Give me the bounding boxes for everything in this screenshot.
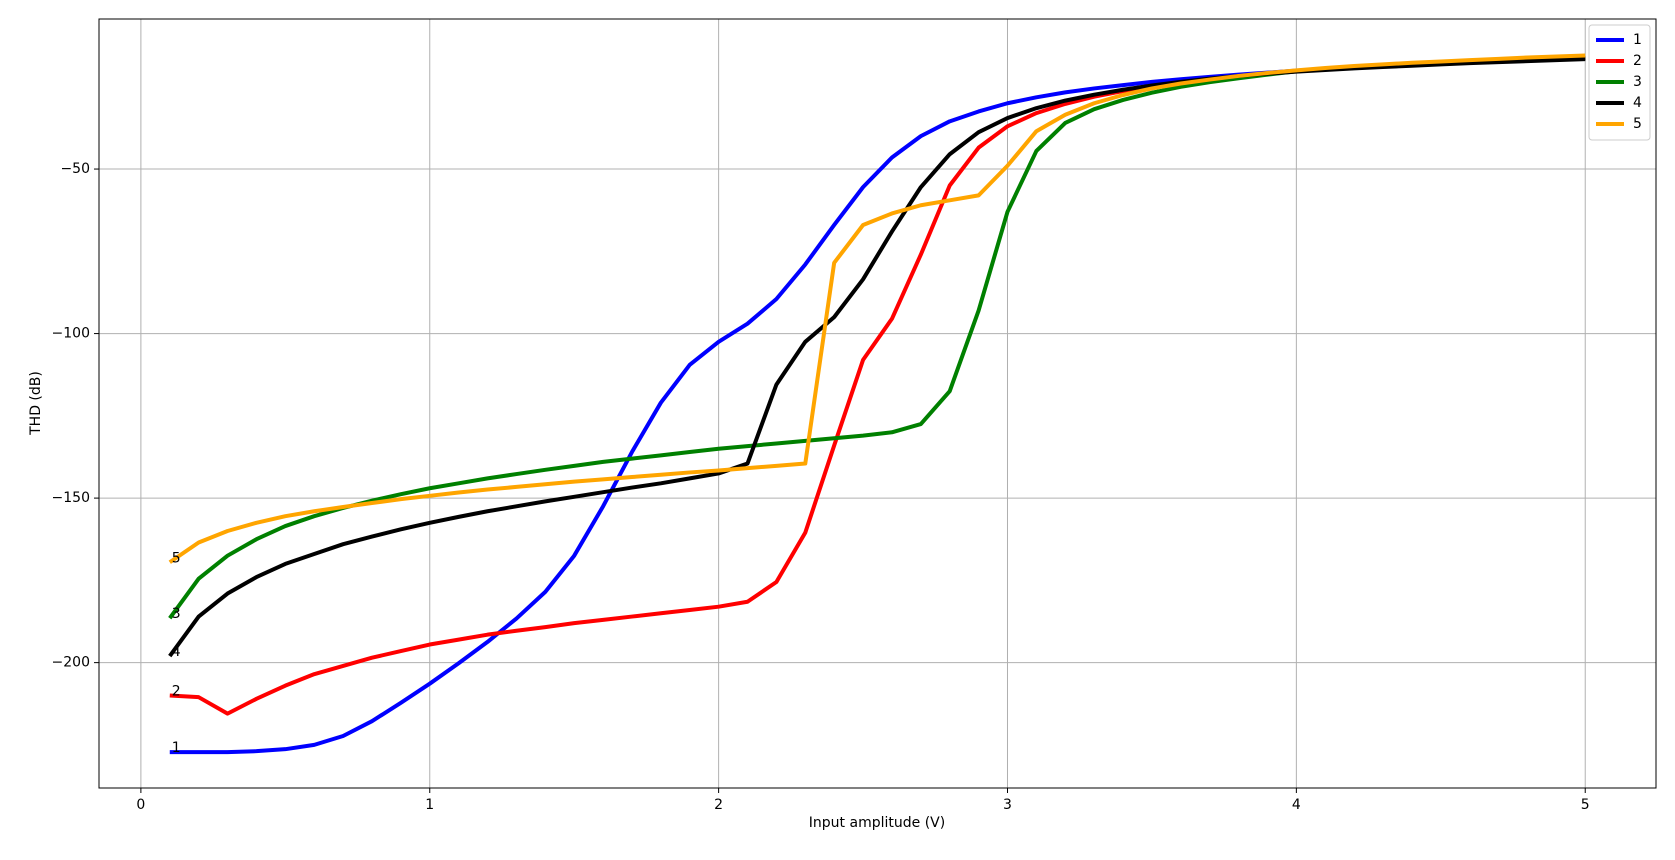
- y-tick-label: −200: [52, 655, 90, 671]
- line-series: [169, 56, 1586, 755]
- legend-label: 1: [1633, 32, 1642, 48]
- line-annotation: 5: [172, 550, 181, 566]
- line-series: [169, 56, 1586, 716]
- line-annotation: 4: [172, 644, 181, 660]
- x-tick-label: 0: [136, 797, 145, 813]
- legend: 1 2 3 4 5: [1588, 24, 1651, 141]
- x-tick-label: 2: [714, 797, 723, 813]
- x-tick-label: 1: [425, 797, 434, 813]
- y-tick-label: −50: [60, 161, 90, 177]
- legend-label: 4: [1633, 95, 1642, 111]
- y-tick-label: −100: [52, 326, 90, 342]
- line-annotation: 3: [172, 606, 181, 622]
- legend-label: 5: [1633, 116, 1642, 132]
- y-axis-label: THD (dB): [28, 371, 44, 436]
- legend-label: 3: [1633, 74, 1642, 90]
- line-series: [168, 57, 1586, 658]
- line-annotation: 2: [172, 684, 181, 700]
- x-tick-label: 5: [1581, 797, 1590, 813]
- line-series: [168, 53, 1586, 564]
- legend-label: 2: [1633, 53, 1642, 69]
- x-axis-label: Input amplitude (V): [809, 815, 945, 831]
- plot-frame: [98, 18, 1657, 789]
- y-tick-label: −150: [52, 490, 90, 506]
- x-tick-label: 3: [1003, 797, 1012, 813]
- line-annotation: 1: [172, 740, 181, 756]
- x-tick-label: 4: [1292, 797, 1301, 813]
